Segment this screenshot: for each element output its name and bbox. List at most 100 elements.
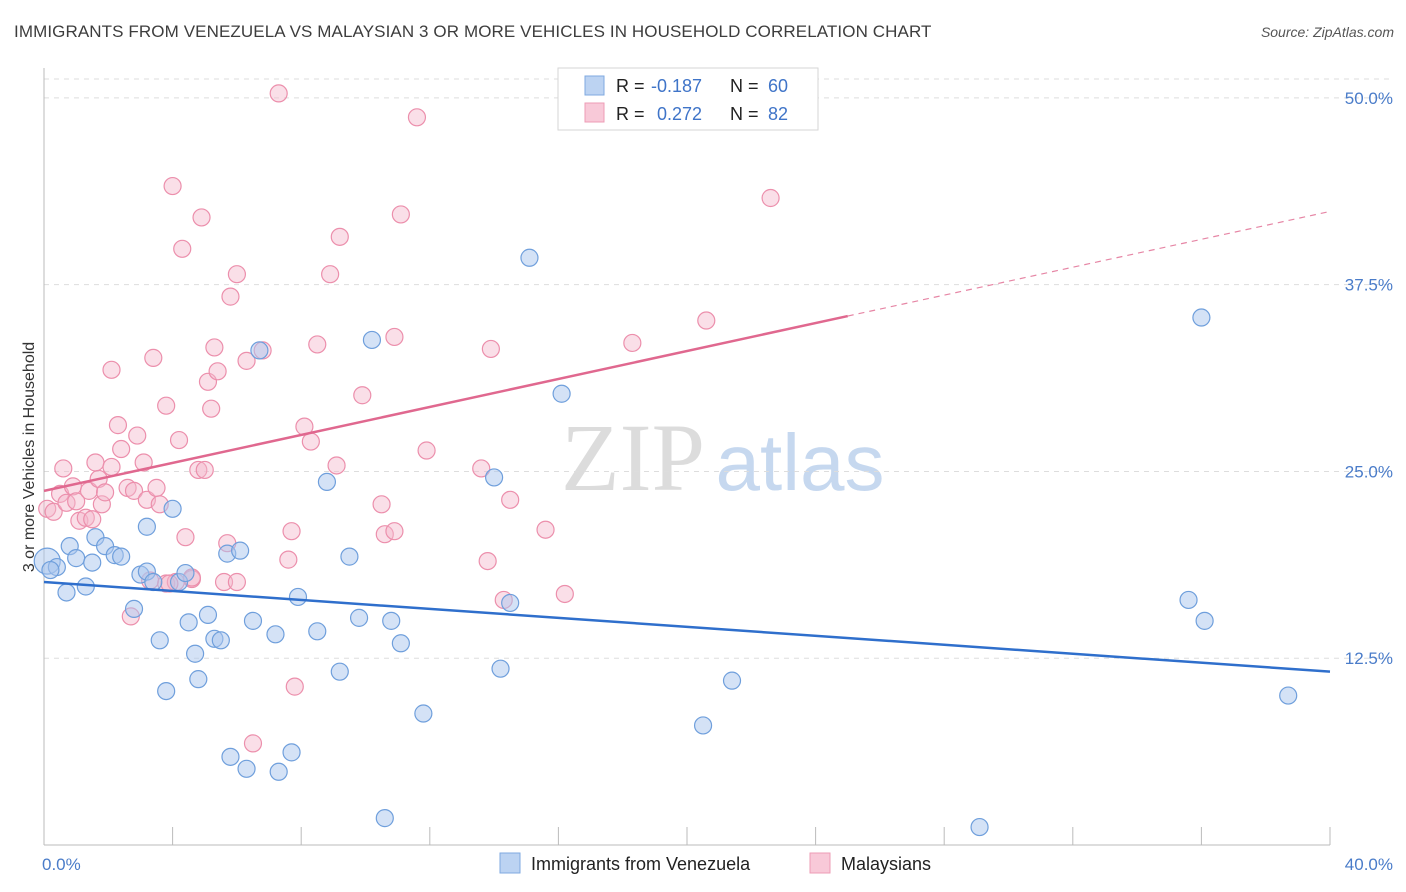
point-venezuela-38 — [317, 472, 337, 492]
trend-line-venezuela — [43, 580, 1331, 673]
point-venezuela-23 — [189, 670, 208, 689]
point-venezuela-57 — [1192, 308, 1211, 327]
point-venezuela-49 — [501, 593, 520, 613]
point-venezuela-11 — [124, 599, 144, 619]
point-venezuela-50 — [520, 248, 539, 267]
point-venezuela-52 — [693, 716, 713, 735]
y-axis-title: 3 or more Vehicles in Household — [21, 342, 38, 572]
bottom-legend-label-malaysians: Malaysians — [841, 854, 931, 874]
trend-line-malaysians-extension — [847, 210, 1331, 317]
point-malaysians-81 — [385, 522, 404, 541]
point-venezuela-47 — [485, 468, 504, 487]
y-axis-tick-labels: 12.5% 25.0% 37.5% 50.0% — [1345, 89, 1393, 668]
point-malaysians-9 — [79, 481, 99, 500]
point-venezuela-31 — [243, 611, 263, 630]
point-malaysians-69 — [481, 339, 500, 359]
point-malaysians-35 — [176, 528, 195, 547]
series-venezuela — [33, 248, 1298, 837]
point-venezuela-56 — [1195, 611, 1214, 630]
point-venezuela-58 — [1279, 686, 1298, 705]
point-malaysians-37 — [189, 460, 208, 480]
point-malaysians-27 — [147, 478, 166, 497]
point-venezuela-42 — [362, 330, 382, 350]
point-venezuela-28 — [221, 747, 240, 766]
point-venezuela-21 — [179, 613, 198, 632]
point-malaysians-51 — [279, 550, 298, 569]
x-tick-label-0: 0.0% — [42, 855, 81, 874]
point-venezuela-43 — [375, 809, 394, 828]
point-malaysians-49 — [243, 734, 263, 753]
point-malaysians-48 — [237, 351, 256, 370]
point-malaysians-26 — [144, 348, 163, 367]
point-venezuela-51 — [552, 384, 571, 403]
point-malaysians-56 — [308, 335, 327, 354]
point-malaysians-74 — [623, 333, 642, 353]
point-venezuela-44 — [382, 611, 401, 630]
y-tick-label-1: 25.0% — [1345, 462, 1393, 481]
legend-swatch-venezuela — [584, 75, 605, 96]
point-venezuela-32 — [250, 341, 269, 360]
point-malaysians-14 — [95, 483, 115, 502]
point-venezuela-54 — [970, 817, 989, 837]
bottom-legend-label-venezuela: Immigrants from Venezuela — [531, 854, 751, 874]
point-venezuela-29 — [231, 541, 250, 560]
point-venezuela-35 — [282, 743, 301, 762]
legend-r-value-1: 0.272 — [657, 104, 702, 124]
point-venezuela-53 — [722, 671, 742, 690]
point-venezuela-2 — [57, 583, 76, 602]
point-malaysians-55 — [301, 432, 320, 451]
point-venezuela-20 — [176, 563, 195, 583]
point-malaysians-18 — [112, 439, 131, 459]
point-malaysians-44 — [214, 572, 234, 592]
chart-title: IMMIGRANTS FROM VENEZUELA VS MALAYSIAN 3… — [14, 22, 932, 41]
point-malaysians-58 — [327, 456, 346, 475]
bottom-legend-swatch-malaysians — [809, 852, 831, 874]
point-malaysians-8 — [76, 508, 95, 527]
y-tick-label-2: 37.5% — [1345, 276, 1393, 295]
watermark-zip: ZIP — [561, 404, 705, 511]
trend-line-malaysians — [43, 314, 849, 493]
point-malaysians-33 — [169, 430, 189, 450]
point-venezuela-45 — [391, 634, 410, 653]
point-malaysians-4 — [57, 493, 76, 512]
point-venezuela-39 — [330, 662, 349, 681]
x-tick-label-1: 40.0% — [1345, 855, 1393, 874]
point-venezuela-48 — [491, 659, 510, 678]
trend-lines — [43, 210, 1331, 673]
series-malaysians — [38, 84, 780, 753]
point-malaysians-42 — [205, 338, 224, 357]
point-venezuela-33 — [266, 625, 285, 644]
legend-n-value-1: 82 — [768, 104, 788, 124]
point-venezuela-15 — [144, 572, 163, 592]
point-malaysians-1 — [44, 502, 63, 521]
legend: R = -0.187 N = 60 R = 0.272 N = 82 — [557, 67, 819, 131]
bottom-legend-swatch-venezuela — [499, 852, 521, 874]
legend-swatch-malaysians — [584, 102, 605, 123]
point-malaysians-10 — [83, 510, 102, 529]
point-malaysians-72 — [536, 520, 555, 539]
point-malaysians-46 — [221, 287, 240, 306]
point-malaysians-32 — [163, 176, 182, 196]
point-malaysians-34 — [173, 239, 192, 258]
point-malaysians-63 — [385, 327, 404, 347]
point-malaysians-16 — [102, 360, 121, 379]
point-venezuela-22 — [186, 644, 205, 663]
point-malaysians-65 — [407, 108, 427, 127]
point-venezuela-26 — [211, 631, 230, 650]
point-malaysians-61 — [372, 495, 391, 514]
point-malaysians-39 — [192, 208, 211, 227]
point-venezuela-40 — [340, 547, 359, 566]
point-malaysians-71 — [501, 490, 520, 509]
bottom-legend: Immigrants from Venezuela Malaysians — [499, 852, 931, 874]
point-malaysians-68 — [478, 551, 497, 571]
legend-n-label-1: N = — [730, 104, 759, 124]
point-venezuela-55 — [1179, 590, 1198, 610]
point-venezuela-59 — [41, 560, 60, 580]
point-venezuela-17 — [157, 681, 176, 701]
point-malaysians-47 — [227, 265, 246, 284]
y-tick-label-3: 50.0% — [1345, 89, 1393, 108]
point-venezuela-10 — [112, 547, 131, 566]
point-venezuela-46 — [414, 704, 433, 723]
point-malaysians-75 — [697, 311, 716, 330]
